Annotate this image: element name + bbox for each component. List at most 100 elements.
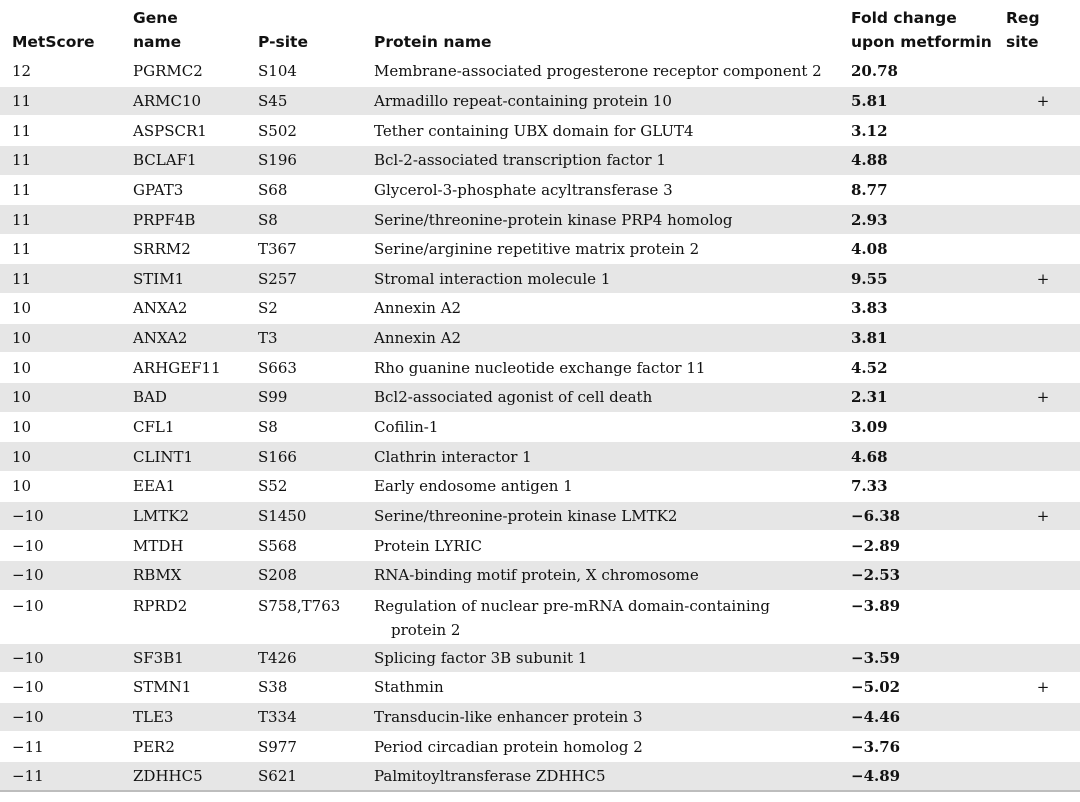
cell-gene-name: STIM1 (133, 263, 258, 294)
cell-psite: S68 (258, 180, 288, 199)
cell-reg-site (1006, 323, 1080, 353)
cell-reg-site: + (1006, 382, 1080, 413)
cell-fold-change: 2.31 (851, 382, 1006, 413)
cell-protein-name: Annexin A2 (374, 323, 851, 353)
cell-reg-site (1006, 57, 1080, 87)
cell-protein-name: Membrane-associated progesterone recepto… (374, 62, 822, 81)
cell-protein-name: Armadillo repeat-containing protein 10 (374, 86, 851, 116)
cell-protein-name: Cofilin-1 (374, 418, 439, 436)
cell-fold-change: −4.89 (851, 761, 1006, 792)
cell-reg-site (1006, 471, 1080, 501)
cell-gene-name: PGRMC2 (133, 62, 203, 81)
table-row: −10 RPRD2 S758,T763 Regulation of nuclear p… (0, 590, 1080, 643)
cell-metscore: −10 (0, 501, 133, 531)
table-row: −11 PER2 S977 Period circadian protein homo… (0, 731, 1080, 762)
header-psite: P-site (258, 0, 374, 57)
cell-psite: S38 (258, 678, 288, 697)
cell-metscore: 11 (0, 204, 133, 235)
cell-psite: S758,T763 (258, 596, 341, 615)
cell-metscore: 10 (12, 358, 32, 377)
cell-protein-name: Tether containing UBX domain for GLUT4 (374, 121, 694, 140)
cell-reg-site: + (1006, 501, 1080, 531)
cell-fold-change: −3.76 (851, 737, 901, 756)
cell-fold-change: 4.88 (851, 145, 1006, 176)
cell-psite: S2 (258, 299, 278, 318)
cell-reg-site (1006, 560, 1080, 591)
cell-psite: S8 (258, 418, 278, 436)
table-row: 10 EEA1 S52 Early endosome antigen 1 7.33 (0, 471, 1080, 501)
cell-metscore: 11 (0, 145, 133, 176)
table-row: 10 CLINT1 S166 Clathrin interactor 1 4.68 (0, 441, 1080, 472)
cell-psite: T426 (258, 643, 374, 673)
cell-fold-change: −5.02 (851, 678, 901, 697)
cell-gene-name: CLINT1 (133, 441, 258, 472)
cell-metscore: 10 (12, 418, 32, 436)
cell-gene-name: EEA1 (133, 477, 176, 496)
table-row: 11 GPAT3 S68 Glycerol-3-phosphate acyltrans… (0, 175, 1080, 205)
cell-psite: S8 (258, 204, 374, 235)
cell-protein-name: Serine/threonine-protein kinase PRP4 hom… (374, 204, 851, 235)
cell-gene-name: MTDH (133, 536, 184, 555)
cell-fold-change: 3.09 (851, 418, 888, 436)
cell-psite: S621 (258, 761, 374, 792)
table-row: 10 ANXA2 T3 Annexin A2 3.81 (0, 323, 1080, 353)
table-row: 10 ARHGEF11 S663 Rho guanine nucleotide exc… (0, 352, 1080, 383)
cell-fold-change: 8.77 (851, 180, 888, 199)
cell-fold-change: −3.59 (851, 643, 1006, 673)
cell-gene-name: ANXA2 (133, 299, 188, 318)
cell-metscore: 11 (12, 180, 32, 199)
cell-fold-change: 4.52 (851, 358, 888, 377)
cell-metscore: −11 (0, 761, 133, 792)
cell-psite: S663 (258, 358, 297, 377)
cell-gene-name: BAD (133, 382, 258, 413)
cell-metscore: 10 (0, 323, 133, 353)
table-body: 12 PGRMC2 S104 Membrane-associated progeste… (0, 56, 1080, 792)
cell-protein-name: Stathmin (374, 678, 444, 697)
header-reg-site-line1: Reg (1006, 9, 1040, 27)
cell-fold-change: 2.93 (851, 204, 1006, 235)
cell-reg-site: + (1036, 678, 1050, 697)
table-row: −10 LMTK2 S1450 Serine/threonine-protein ki… (0, 501, 1080, 531)
cell-reg-site (1006, 412, 1080, 442)
table-row: 12 PGRMC2 S104 Membrane-associated progeste… (0, 56, 1080, 87)
header-gene-name-line1: Gene (133, 9, 178, 27)
cell-psite: S99 (258, 382, 374, 413)
cell-metscore: 10 (12, 299, 32, 318)
cell-fold-change: 3.83 (851, 299, 888, 318)
table-row: 11 ARMC10 S45 Armadillo repeat-containing p… (0, 86, 1080, 116)
header-fold-change: Fold change upon metformin (851, 0, 1006, 57)
cell-gene-name: STMN1 (133, 678, 192, 697)
cell-protein-name-line1: Regulation of nuclear pre-mRNA domain-co… (374, 596, 770, 615)
cell-protein-name: Regulation of nuclear pre-mRNA domain-co… (374, 590, 851, 643)
cell-fold-change: 20.78 (851, 62, 898, 81)
cell-gene-name: GPAT3 (133, 180, 184, 199)
table-row: 10 CFL1 S8 Cofilin-1 3.09 (0, 412, 1080, 442)
header-gene-name: Gene name (133, 0, 258, 57)
cell-fold-change: 4.08 (851, 240, 888, 259)
cell-reg-site (1006, 441, 1080, 472)
cell-reg-site (1006, 353, 1080, 383)
cell-psite: S52 (258, 477, 288, 496)
cell-reg-site: + (1006, 263, 1080, 294)
header-fold-change-line1: Fold change (851, 9, 957, 27)
cell-protein-name: Serine/arginine repetitive matrix protei… (374, 240, 700, 259)
cell-gene-name: ZDHHC5 (133, 761, 258, 792)
cell-gene-name: RPRD2 (133, 596, 188, 615)
cell-protein-name: Transducin-like enhancer protein 3 (374, 702, 851, 732)
table-row: 11 SRRM2 T367 Serine/arginine repetitive ma… (0, 234, 1080, 264)
cell-protein-name: Splicing factor 3B subunit 1 (374, 643, 851, 673)
cell-gene-name: LMTK2 (133, 501, 258, 531)
cell-protein-name: RNA-binding motif protein, X chromosome (374, 560, 851, 591)
cell-gene-name: PRPF4B (133, 204, 258, 235)
cell-psite: T367 (258, 240, 297, 259)
cell-psite: S45 (258, 86, 374, 116)
cell-metscore: 10 (12, 477, 32, 496)
header-row: MetScore Gene name P-site Protein name Fo… (0, 0, 1080, 57)
cell-metscore: 10 (0, 382, 133, 413)
cell-gene-name: ARHGEF11 (133, 358, 221, 377)
cell-reg-site (1006, 590, 1080, 643)
cell-metscore: −10 (12, 536, 44, 555)
header-psite-label: P-site (258, 33, 308, 51)
cell-fold-change: 9.55 (851, 263, 1006, 294)
